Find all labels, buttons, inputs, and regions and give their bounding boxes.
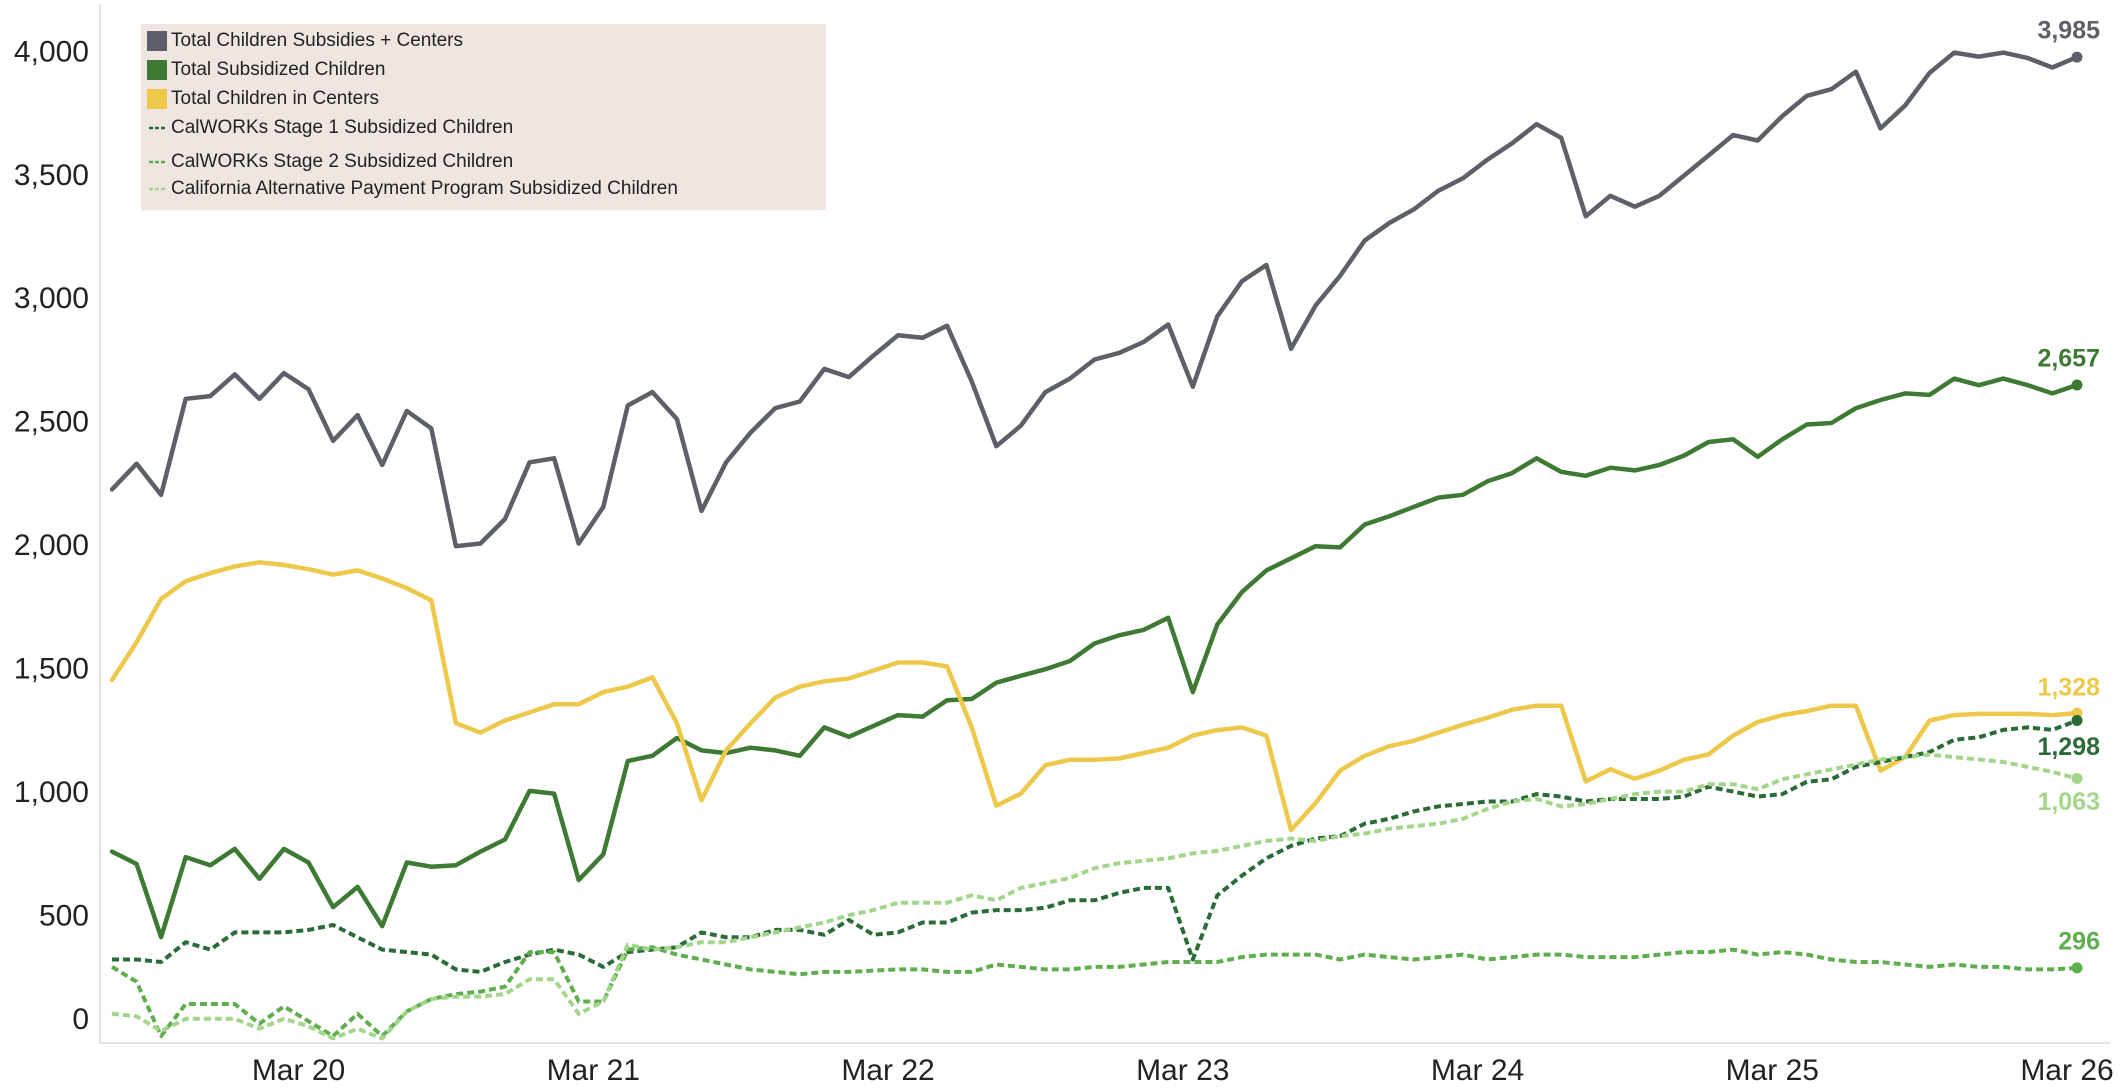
series-line (109, 50, 2080, 549)
end-point (2071, 379, 2083, 391)
legend-swatch (147, 31, 167, 51)
series-line (110, 945, 2078, 1039)
y-tick-label: 500 (39, 899, 89, 932)
legend: Total Children Subsidies + Centers Total … (141, 24, 826, 210)
x-tick-label: Mar 22 (841, 1054, 934, 1087)
legend-label: Total Children Subsidies + Centers (171, 30, 463, 51)
end-label: 3,985 (2037, 17, 2100, 45)
x-tick-label: Mar 24 (1431, 1054, 1524, 1087)
legend-label: Total Children in Centers (171, 88, 379, 109)
legend-swatch (147, 89, 167, 109)
x-tick-label: Mar 26 (2020, 1054, 2113, 1087)
y-tick-label: 1,000 (14, 776, 89, 809)
series-line (109, 560, 2080, 833)
y-tick-label: 2,000 (14, 529, 89, 562)
x-tick-label: Mar 20 (252, 1054, 345, 1087)
series-line (112, 718, 2078, 974)
legend-swatch (147, 60, 167, 80)
legend-label: CalWORKs Stage 1 Subsidized Children (171, 117, 513, 138)
end-point (2071, 962, 2083, 974)
legend-label: Total Subsidized Children (171, 59, 385, 80)
y-tick-label: 2,500 (14, 406, 89, 439)
end-point (2071, 773, 2083, 785)
x-tick-label: Mar 25 (1726, 1054, 1819, 1087)
x-tick-label: Mar 21 (547, 1054, 640, 1087)
x-tick-label: Mar 23 (1136, 1054, 1229, 1087)
end-label: 1,328 (2037, 674, 2100, 702)
end-label: 1,298 (2037, 733, 2100, 761)
y-tick-label: 3,000 (14, 282, 89, 315)
end-point (2071, 51, 2083, 63)
legend-box (141, 24, 826, 210)
y-tick-label: 4,000 (14, 35, 89, 68)
end-label: 1,063 (2037, 788, 2100, 816)
end-label: 2,657 (2037, 345, 2100, 373)
legend-label: California Alternative Payment Program S… (171, 178, 678, 199)
y-tick-label: 3,500 (14, 159, 89, 192)
series-line (111, 752, 2078, 1041)
y-tick-label: 0 (72, 1003, 89, 1036)
y-tick-label: 1,500 (14, 653, 89, 686)
end-point (2071, 715, 2083, 727)
end-label: 296 (2058, 928, 2100, 956)
legend-label: CalWORKs Stage 2 Subsidized Children (171, 151, 513, 172)
series-line (109, 376, 2080, 940)
